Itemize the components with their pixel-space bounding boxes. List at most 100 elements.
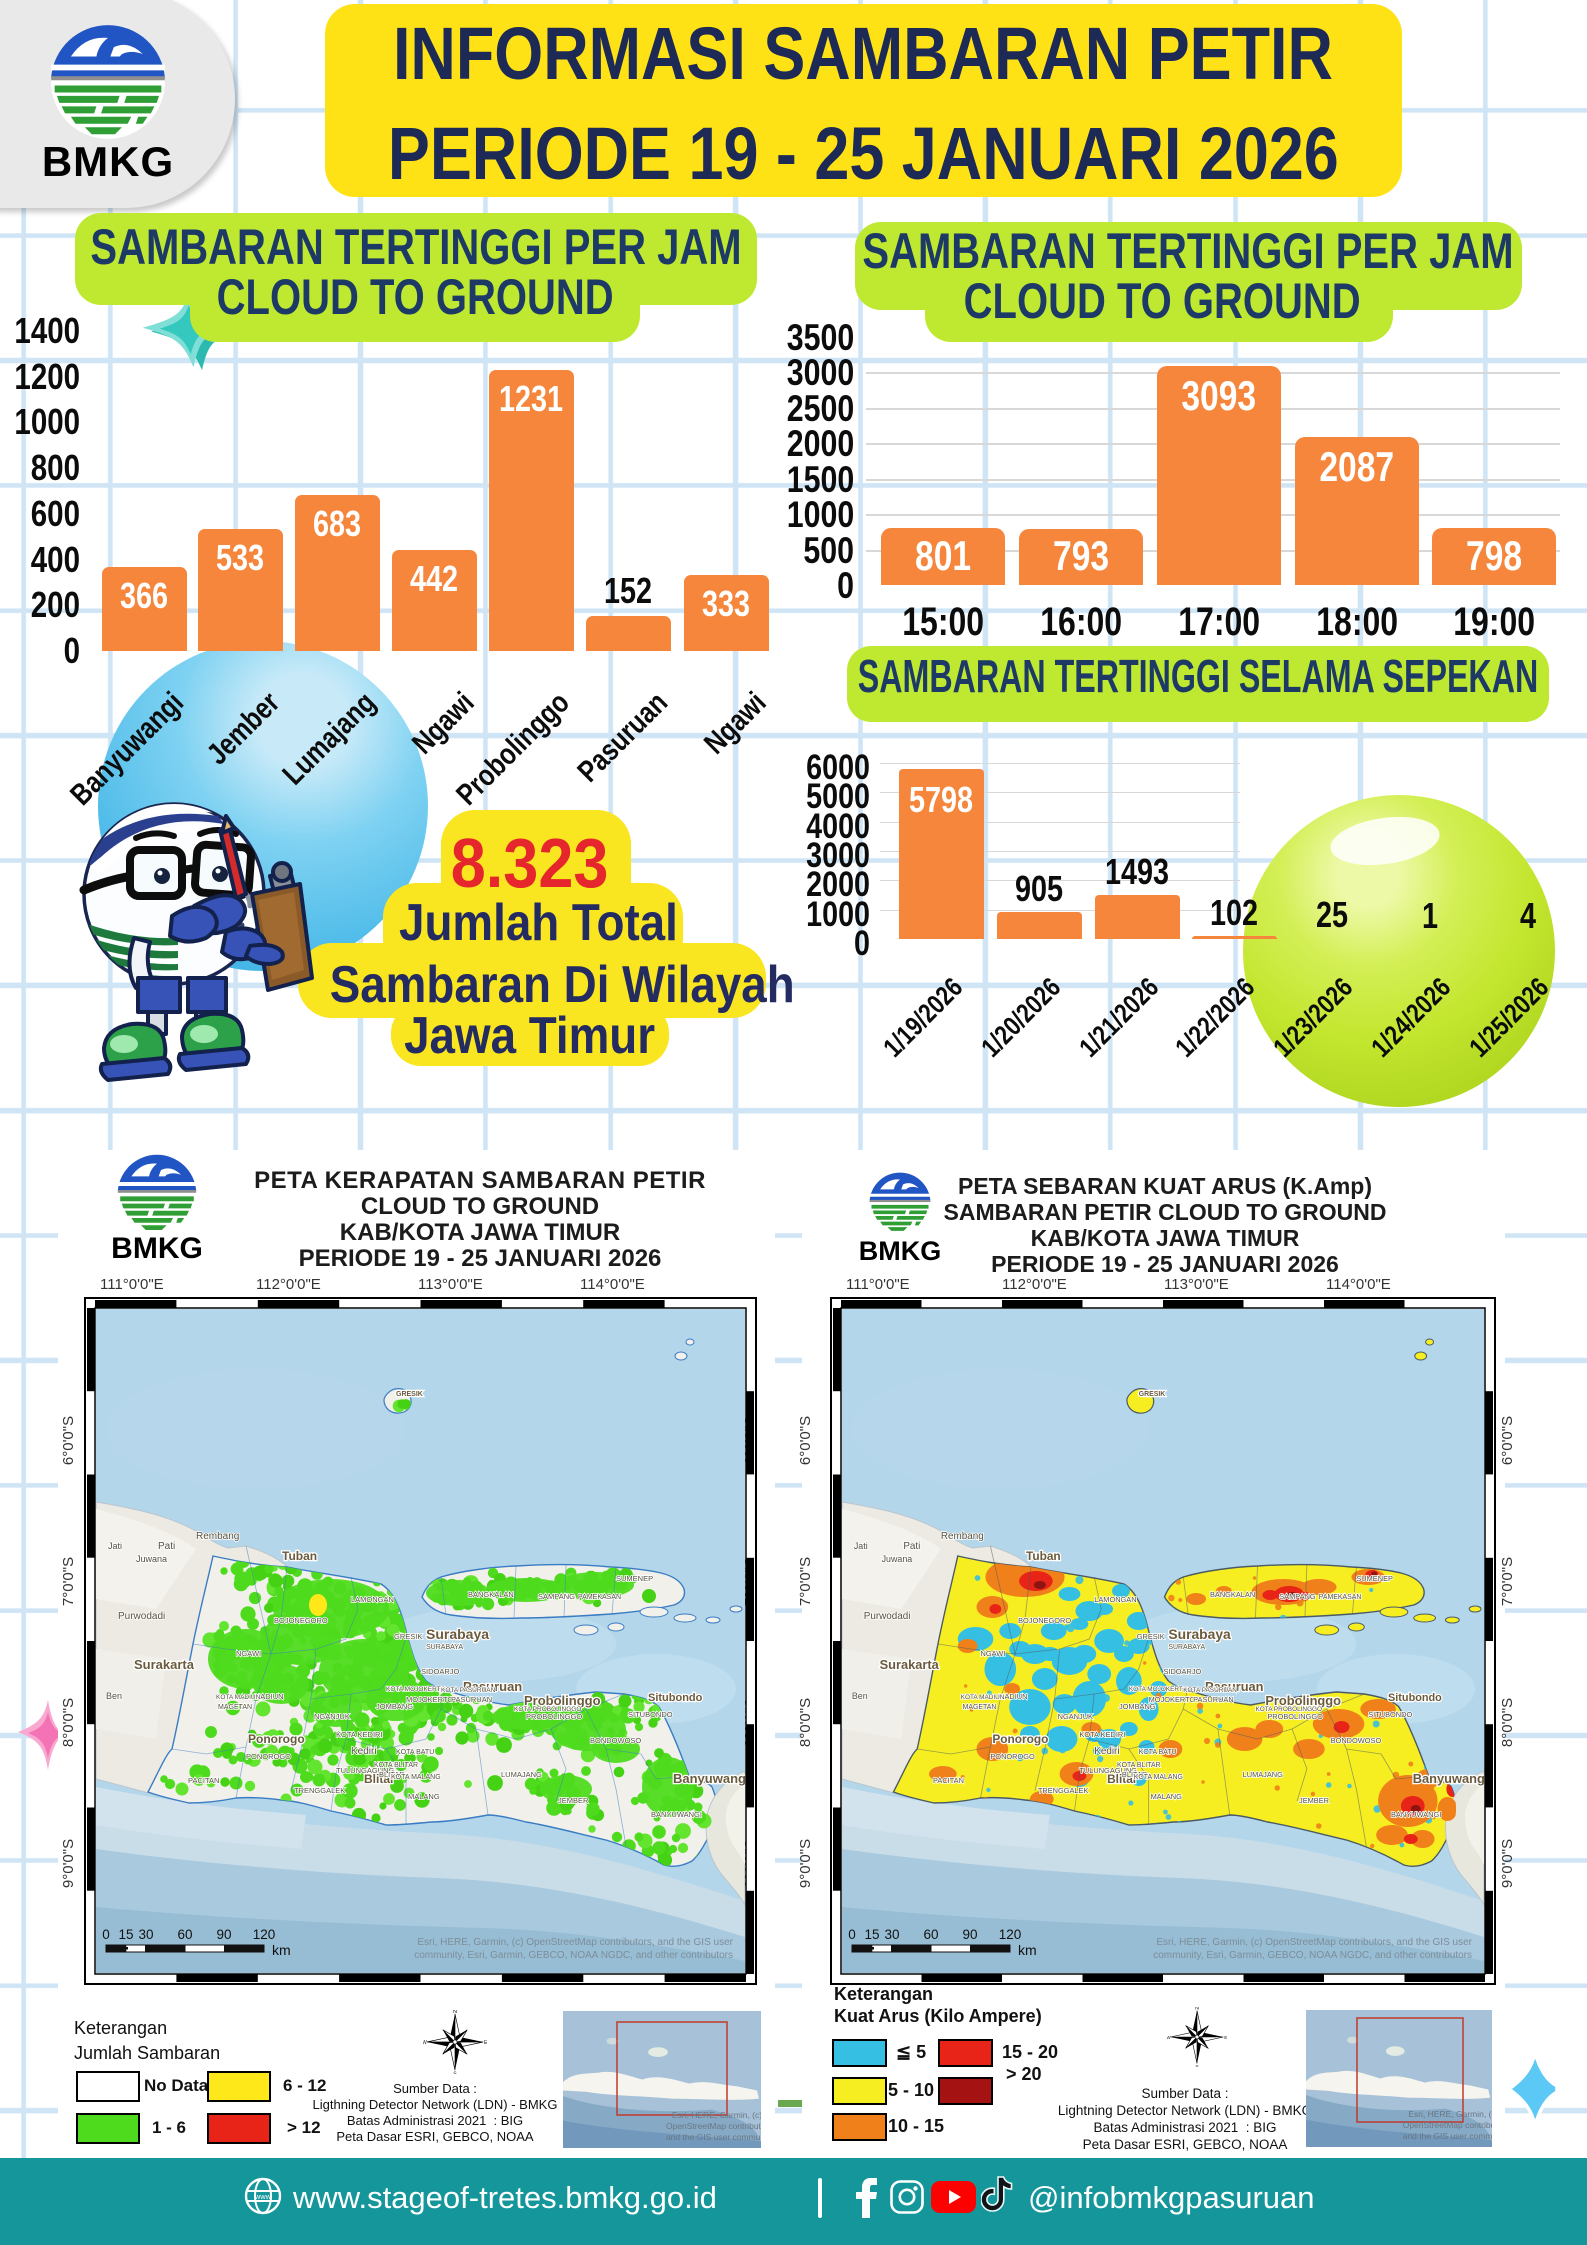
svg-text:GRESIK: GRESIK [1139,1391,1166,1398]
svg-text:LAMONGAN: LAMONGAN [1094,1595,1136,1604]
svg-text:Ben: Ben [106,1691,122,1701]
svg-text:Purwodadi: Purwodadi [118,1611,165,1622]
svg-text:Surakarta: Surakarta [880,1657,940,1672]
svg-text:TRENGGALEK: TRENGGALEK [294,1786,345,1795]
svg-text:and the GIS user community: and the GIS user community [1403,2131,1492,2141]
svg-text:Ponorogo: Ponorogo [992,1732,1048,1746]
svg-text:Jati: Jati [108,1541,122,1551]
svg-text:SUMENEP: SUMENEP [616,1574,653,1583]
svg-text:Probolinggo: Probolinggo [1265,1693,1341,1708]
svg-text:JEMBER: JEMBER [558,1796,589,1805]
svg-text:E: E [1224,2035,1227,2041]
svg-text:Pasuruan: Pasuruan [1205,1679,1264,1694]
svg-text:Jati: Jati [854,1541,868,1551]
svg-text:Ben: Ben [852,1691,868,1701]
svg-text:MADIUN: MADIUN [254,1692,284,1701]
svg-text:PASURUAN: PASURUAN [1193,1695,1234,1704]
svg-text:E: E [484,2040,487,2046]
svg-text:BONDOWOSO: BONDOWOSO [590,1736,641,1745]
svg-text:MALANG: MALANG [408,1792,440,1801]
svg-text:MADIUN: MADIUN [998,1692,1027,1701]
svg-text:Blitar: Blitar [1107,1772,1138,1786]
svg-text:KOTA MOJOKERTO: KOTA MOJOKERTO [386,1686,446,1693]
svg-text:NGAWI: NGAWI [980,1649,1005,1658]
svg-text:Rembang: Rembang [941,1531,984,1542]
svg-text:PACITAN: PACITAN [188,1776,219,1785]
svg-text:km: km [272,1942,291,1958]
svg-text:NGANJUK: NGANJUK [1058,1712,1093,1721]
svg-text:KOTA BLITAR: KOTA BLITAR [374,1762,418,1769]
svg-text:community, Esri, Garmin, GEBCO: community, Esri, Garmin, GEBCO, NOAA NGD… [1153,1950,1472,1961]
svg-text:15: 15 [118,1927,133,1942]
svg-text:W: W [423,2040,427,2046]
svg-text:OpenStreetMap contributors,: OpenStreetMap contributors, [666,2121,761,2131]
svg-text:Esri, HERE, Garmin, (c) OpenSt: Esri, HERE, Garmin, (c) OpenStreetMap co… [417,1937,733,1948]
svg-text:Rembang: Rembang [196,1531,239,1542]
svg-text:90: 90 [216,1927,231,1942]
svg-text:Kediri: Kediri [1094,1746,1119,1757]
svg-text:LAMONGAN: LAMONGAN [351,1595,394,1604]
svg-text:BANGKALAN: BANGKALAN [1210,1590,1255,1599]
svg-text:Esri, HERE, Garmin, (c): Esri, HERE, Garmin, (c) [1408,2109,1492,2119]
svg-text:GRESIK: GRESIK [1137,1632,1165,1641]
svg-text:TRENGGALEK: TRENGGALEK [1038,1786,1089,1795]
svg-text:KOTA MALANG: KOTA MALANG [391,1774,441,1781]
svg-text:LUMAJANG: LUMAJANG [501,1770,542,1779]
svg-text:SIDOARJO: SIDOARJO [1163,1667,1201,1676]
svg-text:SIDOARJO: SIDOARJO [421,1667,460,1676]
svg-text:GRESIK: GRESIK [394,1632,422,1641]
svg-text:OpenStreetMap contributors,: OpenStreetMap contributors, [1403,2120,1492,2130]
svg-text:S: S [453,2071,457,2074]
svg-text:SURABAYA: SURABAYA [1168,1644,1205,1651]
svg-text:NGAWI: NGAWI [236,1649,261,1658]
svg-text:90: 90 [962,1927,977,1942]
svg-text:MAGETAN: MAGETAN [963,1704,997,1711]
svg-text:JOMBANG: JOMBANG [376,1702,413,1711]
svg-text:Surabaya: Surabaya [426,1626,489,1642]
svg-text:SURABAYA: SURABAYA [426,1644,463,1651]
svg-text:SITUBONDO: SITUBONDO [1368,1710,1412,1719]
svg-text:Pati: Pati [903,1541,920,1552]
svg-text:JOMBANG: JOMBANG [1119,1702,1156,1711]
svg-text:Tuban: Tuban [282,1549,317,1563]
svg-text:S: S [1195,2064,1198,2067]
svg-text:15: 15 [864,1927,879,1942]
svg-text:community, Esri, Garmin, GEBCO: community, Esri, Garmin, GEBCO, NOAA NGD… [414,1950,733,1961]
svg-text:PASURUAN: PASURUAN [451,1695,492,1704]
svg-text:KOTA KEDIRI: KOTA KEDIRI [336,1730,383,1739]
svg-text:Kediri: Kediri [351,1746,377,1757]
svg-text:BLITAR: BLITAR [1122,1770,1148,1779]
svg-text:60: 60 [923,1927,938,1942]
svg-text:N: N [453,2010,457,2015]
svg-text:Situbondo: Situbondo [1388,1692,1442,1704]
svg-text:KOTA MADIUN: KOTA MADIUN [216,1694,261,1701]
svg-text:Ponorogo: Ponorogo [248,1732,305,1746]
svg-text:Pati: Pati [158,1541,175,1552]
svg-text:BOJONEGORO: BOJONEGORO [274,1616,328,1625]
svg-text:KOTA PROBOLINGGO: KOTA PROBOLINGGO [1255,1706,1322,1713]
svg-text:TULUNGAGUNG: TULUNGAGUNG [336,1766,395,1775]
svg-text:LUMAJANG: LUMAJANG [1243,1770,1283,1779]
svg-text:Probolinggo: Probolinggo [524,1693,601,1708]
svg-text:Esri, HERE, Garmin, (c): Esri, HERE, Garmin, (c) [672,2110,761,2120]
svg-text:KOTA KEDIRI: KOTA KEDIRI [1079,1730,1125,1739]
svg-text:Purwodadi: Purwodadi [864,1611,911,1622]
svg-text:KOTA BLITAR: KOTA BLITAR [1117,1762,1161,1769]
svg-text:PROBOLINGGO: PROBOLINGGO [1267,1712,1323,1721]
svg-text:MAGETAN: MAGETAN [218,1704,252,1711]
svg-text:SUMENEP: SUMENEP [1356,1574,1393,1583]
svg-text:Esri, HERE, Garmin, (c) OpenSt: Esri, HERE, Garmin, (c) OpenStreetMap co… [1156,1937,1472,1948]
svg-text:Juwana: Juwana [136,1554,167,1564]
svg-text:KOTA MOJOKERTO: KOTA MOJOKERTO [1129,1686,1188,1693]
svg-text:Juwana: Juwana [882,1554,913,1564]
svg-text:KOTA PASURUAN: KOTA PASURUAN [441,1687,496,1694]
svg-text:Surakarta: Surakarta [134,1657,195,1672]
svg-text:PACITAN: PACITAN [933,1776,964,1785]
svg-text:SITUBONDO: SITUBONDO [628,1710,673,1719]
svg-text:Surabaya: Surabaya [1168,1626,1231,1642]
svg-text:MOJOKERTO: MOJOKERTO [1149,1695,1196,1704]
svg-text:MALANG: MALANG [1151,1792,1182,1801]
svg-text:W: W [1167,2035,1171,2041]
svg-text:GRESIK: GRESIK [396,1391,423,1398]
svg-text:PAMEKASAN: PAMEKASAN [578,1594,621,1601]
